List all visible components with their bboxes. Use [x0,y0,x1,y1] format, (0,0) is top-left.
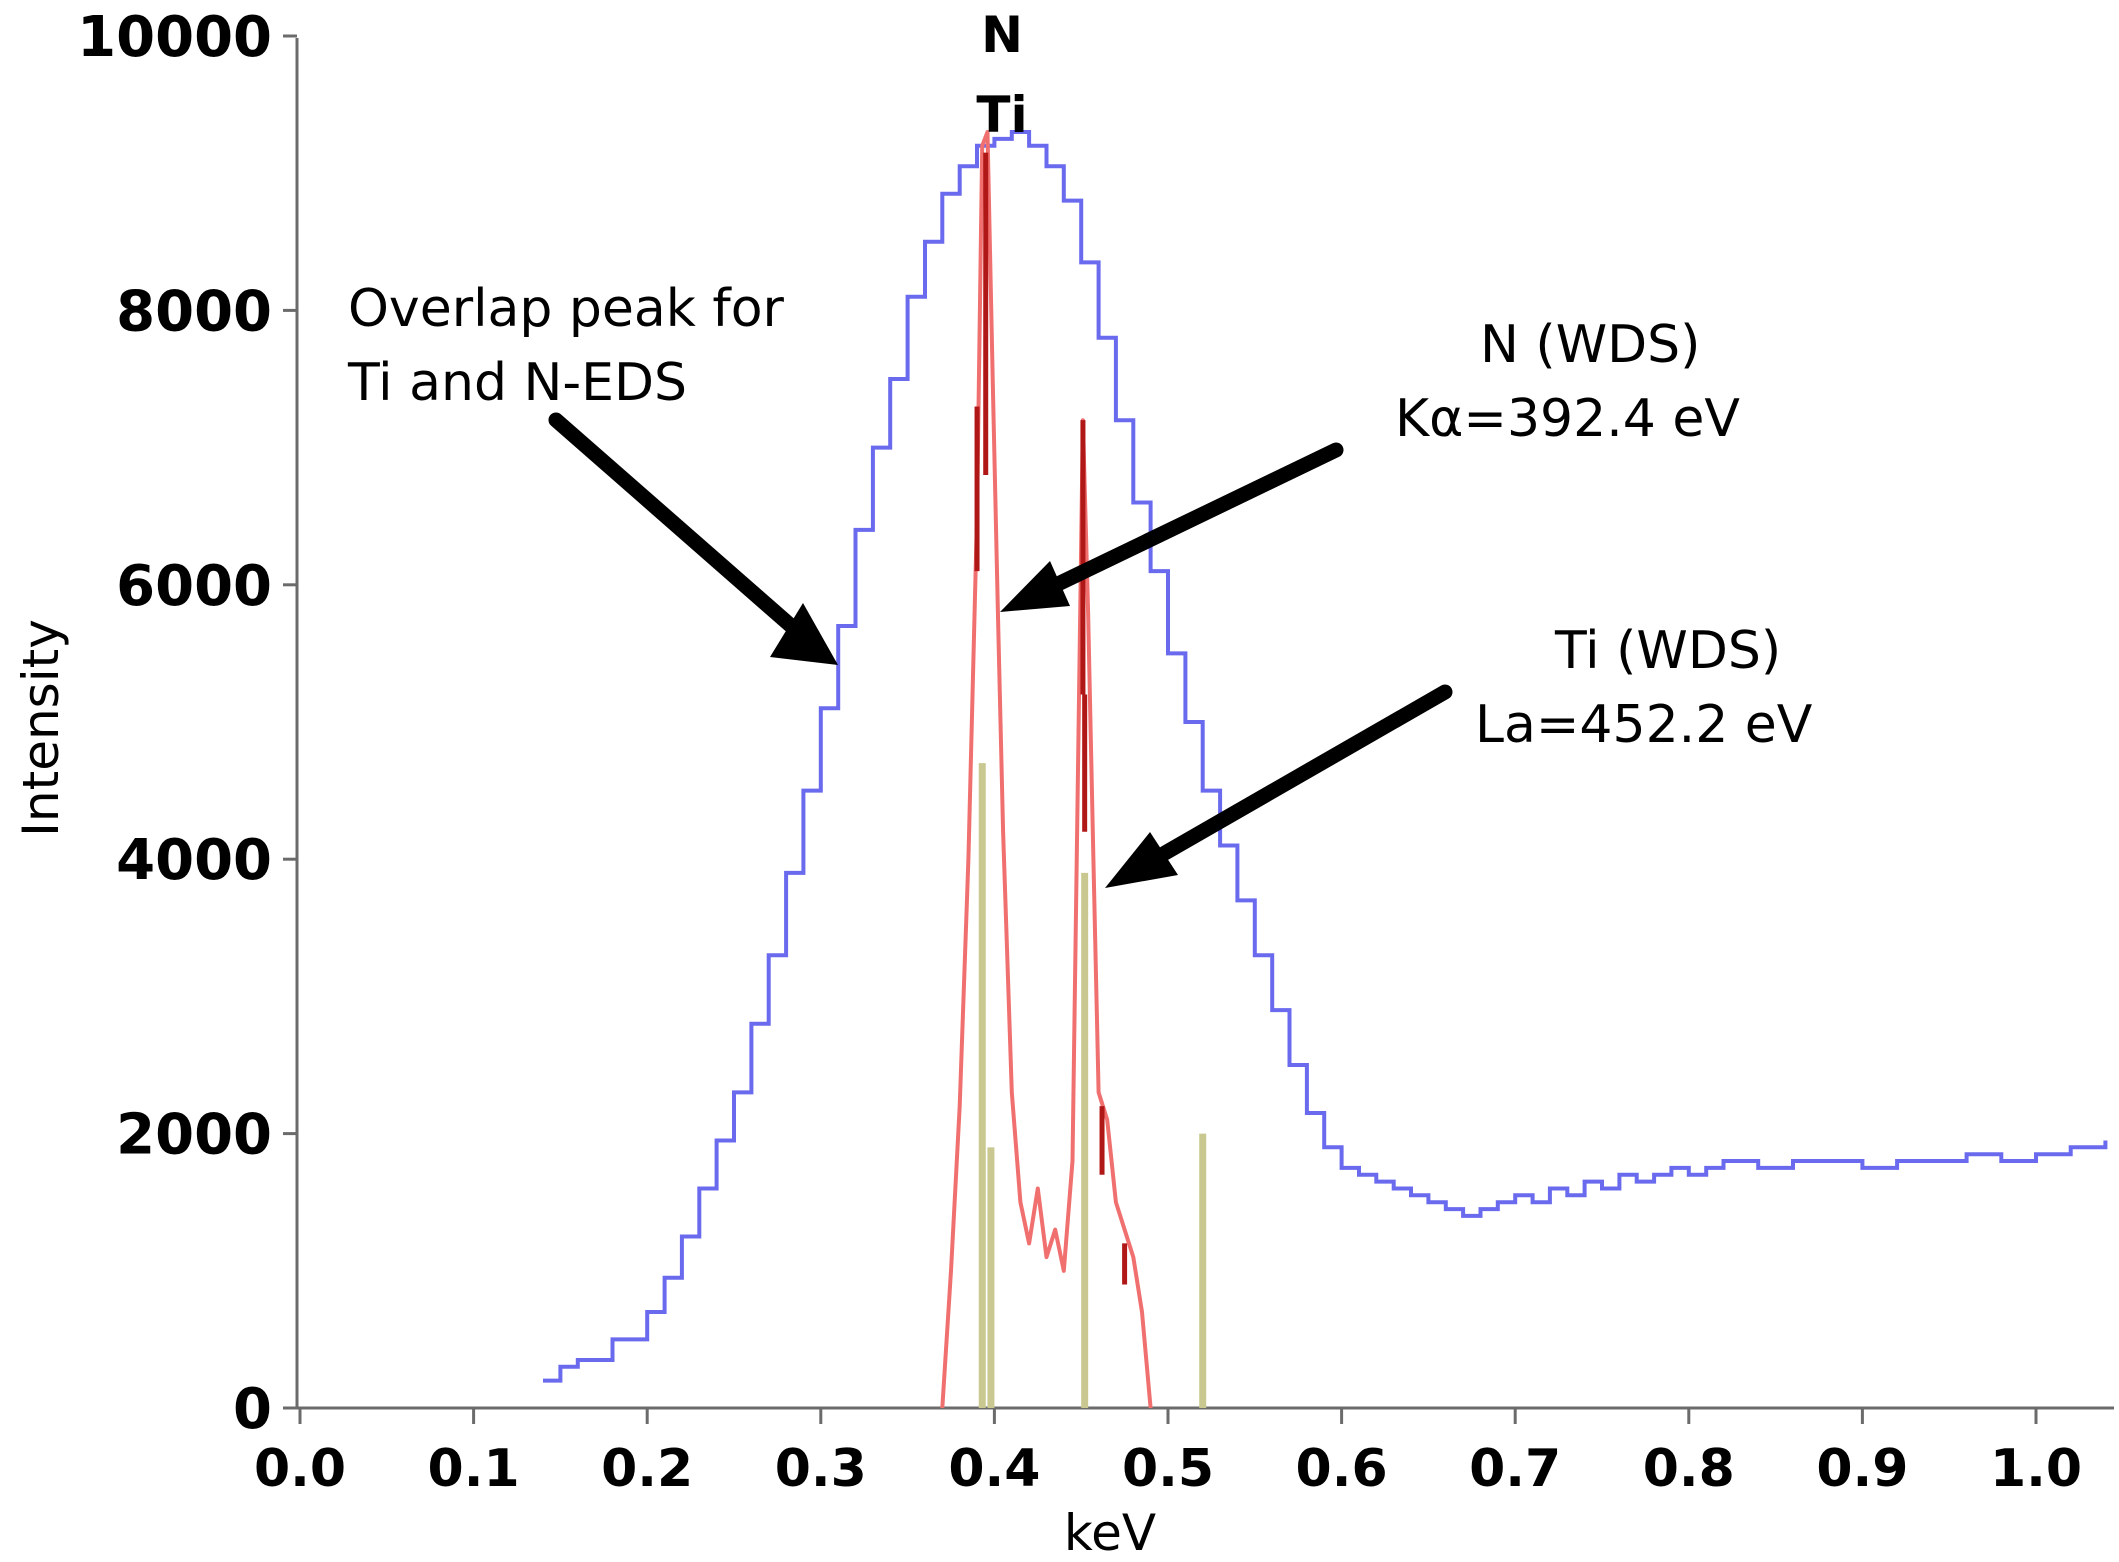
x-tick-label: 0.5 [1122,1439,1214,1499]
annotation-ti-wds-line2: La=452.2 eV [1475,695,1813,755]
y-ticks: 0 2000 4000 6000 8000 10000 [77,5,297,1442]
arrow-overlap-shaft [548,412,798,633]
x-tick-label: 1.0 [1990,1439,2082,1499]
annotation-n-wds-line1: N (WDS) [1480,315,1700,375]
x-ticks: 0.0 0.1 0.2 0.3 0.4 0.5 0.6 0.7 0.8 0.9 1.0 [254,1408,2082,1499]
y-axis-title: Intensity [12,619,70,837]
arrow-overlap-head [770,603,838,665]
peak-label-ti: Ti [976,86,1027,144]
annotation-overlap-line1: Overlap peak for [348,279,785,339]
arrow-n-wds-head [1000,561,1070,612]
series-wds-line [940,130,1153,1409]
y-tick-label: 2000 [116,1103,272,1168]
series-eds-line [543,130,2108,1383]
y-tick-label: 4000 [116,828,272,893]
arrow-ti-wds-head [1105,832,1178,888]
arrow-ti-wds-shaft [1157,684,1453,861]
annotation-overlap-line2: Ti and N-EDS [347,353,687,413]
x-tick-label: 0.6 [1296,1439,1388,1499]
x-tick-label: 0.9 [1816,1439,1908,1499]
arrow-n-wds-shaft [1052,442,1344,591]
x-axis-title: keV [1064,1504,1156,1557]
y-tick-label: 10000 [77,5,272,70]
annotation-ti-wds-line1: Ti (WDS) [1554,621,1781,681]
y-tick-label: 0 [233,1377,272,1442]
reference-lines [978,763,1207,1408]
x-tick-label: 0.3 [775,1439,867,1499]
x-tick-label: 0.4 [948,1439,1040,1499]
x-tick-label: 0.1 [428,1439,520,1499]
y-tick-label: 6000 [116,554,272,619]
x-tick-label: 0.8 [1643,1439,1735,1499]
x-tick-label: 0.7 [1469,1439,1561,1499]
y-tick-label: 8000 [116,279,272,344]
series-layer [543,130,2108,1409]
annotation-n-wds-line2: Kα=392.4 eV [1395,389,1740,449]
x-tick-label: 0.0 [254,1439,346,1499]
x-tick-label: 0.2 [601,1439,693,1499]
peak-label-n: N [981,6,1023,64]
